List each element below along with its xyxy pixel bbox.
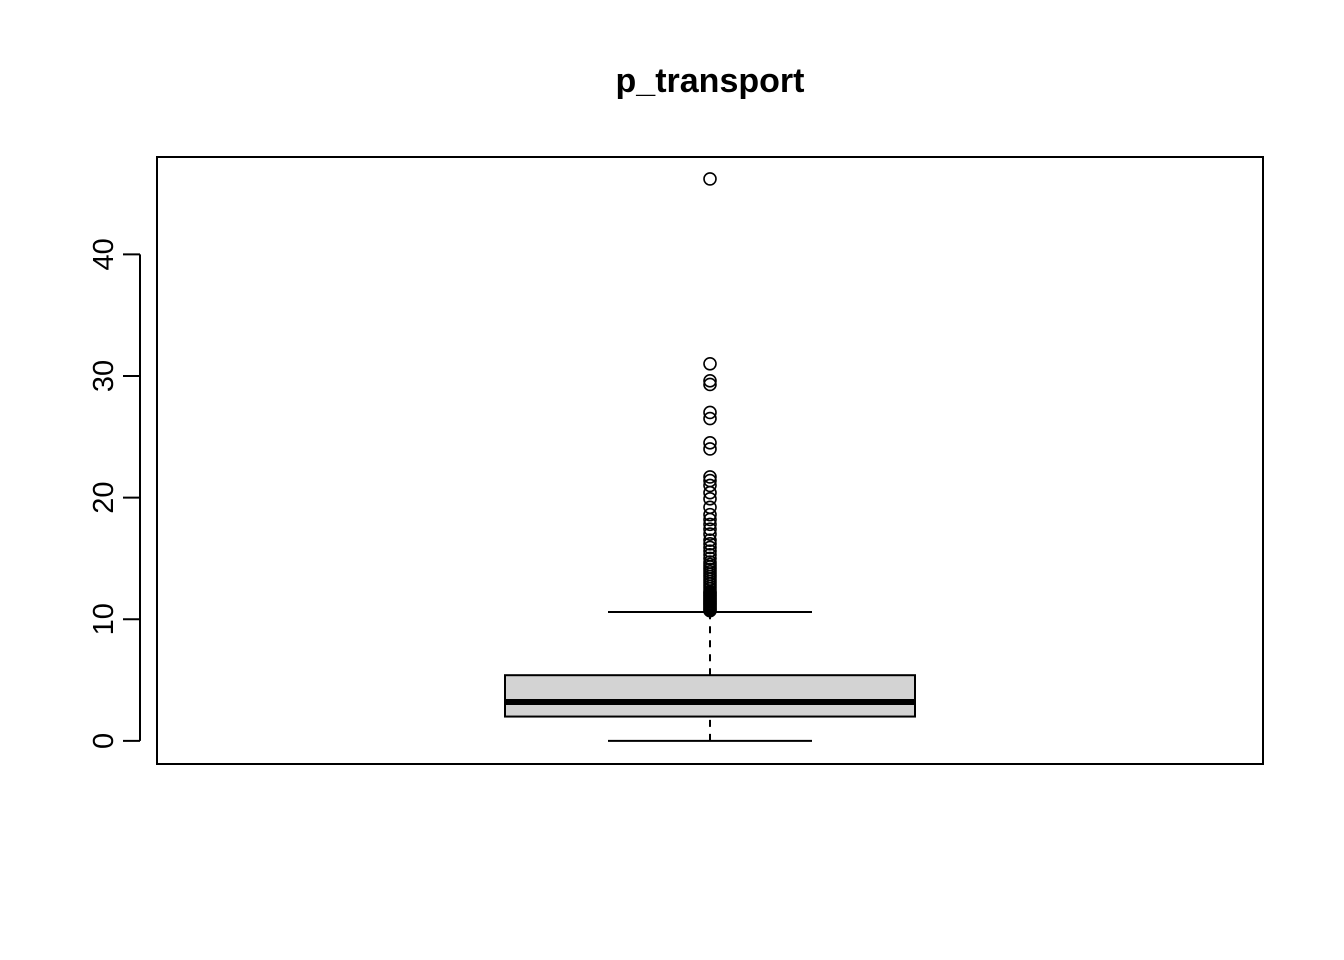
chart-title: p_transport	[616, 62, 805, 100]
outlier-point	[703, 533, 717, 547]
outlier-points	[703, 172, 717, 618]
outlier-point	[703, 478, 717, 493]
y-tick-label: 0	[88, 733, 120, 749]
outlier-point	[703, 500, 717, 515]
outlier-point	[703, 527, 717, 541]
outlier-point	[703, 470, 717, 484]
outlier-point	[703, 411, 717, 426]
outlier-point	[703, 442, 717, 456]
outlier-point	[703, 172, 717, 186]
outlier-point	[703, 405, 717, 420]
y-axis: 0 10 20 30 40	[88, 238, 141, 749]
outlier-point	[703, 517, 717, 532]
box-plot	[504, 610, 916, 742]
outlier-point	[703, 473, 717, 488]
outlier-point	[703, 356, 717, 371]
outlier-point	[703, 374, 717, 388]
plot-frame	[156, 156, 1264, 765]
outlier-point	[703, 377, 717, 392]
interquartile-box	[504, 674, 916, 718]
outlier-point	[703, 436, 717, 450]
outlier-point	[703, 537, 717, 551]
outlier-point	[703, 551, 717, 566]
outlier-point	[703, 540, 717, 555]
y-tick-label: 20	[88, 481, 120, 513]
outlier-point	[703, 547, 717, 562]
outlier-point	[703, 522, 717, 537]
outlier-point	[703, 492, 717, 506]
y-tick-label: 30	[88, 360, 120, 392]
y-tick-label: 10	[88, 603, 120, 635]
y-tick-label: 40	[88, 238, 120, 270]
outlier-point	[703, 544, 717, 558]
outlier-point	[703, 555, 717, 569]
outlier-point	[703, 507, 717, 522]
